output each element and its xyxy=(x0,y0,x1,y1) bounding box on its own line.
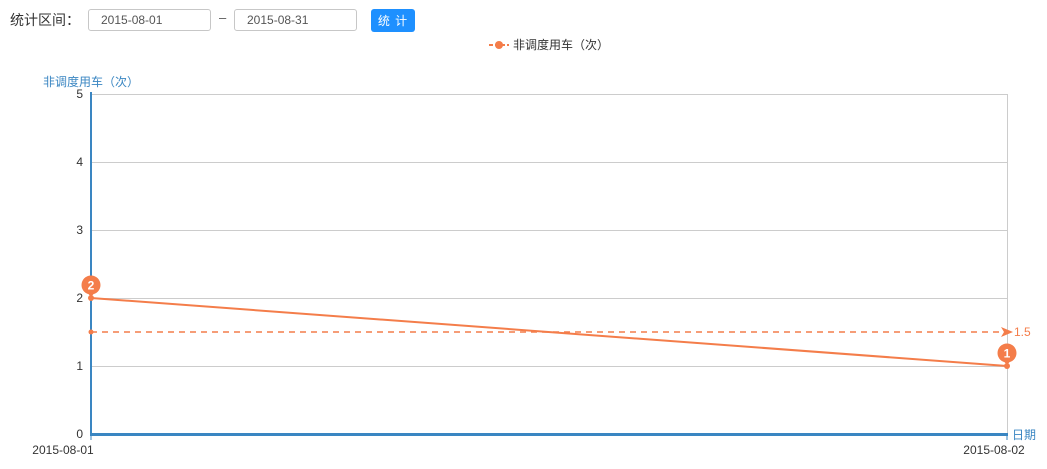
min-value-pin: 1 xyxy=(997,343,1017,365)
x-tick-label: 2015-08-01 xyxy=(32,443,94,457)
range-label: 统计区间： xyxy=(10,12,80,28)
data-point[interactable] xyxy=(1004,363,1010,369)
series-line xyxy=(90,297,1008,367)
average-line-start xyxy=(88,329,94,335)
grid-lines xyxy=(91,94,1008,435)
filter-toolbar: 统计区间： – 统 计 xyxy=(0,0,1047,40)
date-separator: – xyxy=(219,10,227,25)
y-tick-label: 4 xyxy=(76,155,83,169)
value-pins: 21 xyxy=(81,275,1017,365)
y-tick-label: 3 xyxy=(76,223,83,237)
min-value-pin-bubble xyxy=(997,343,1017,363)
start-date-input[interactable] xyxy=(88,9,211,31)
data-point[interactable] xyxy=(88,295,94,301)
min-value-pin-label: 1 xyxy=(1004,347,1011,361)
max-value-pin-bubble xyxy=(81,275,101,295)
average-line-arrow xyxy=(1001,327,1013,337)
end-date-input[interactable] xyxy=(234,9,357,31)
y-axis-title: 非调度用车（次） xyxy=(43,74,139,89)
series-layer xyxy=(88,295,1010,369)
y-tick-label: 1 xyxy=(76,359,83,373)
chart-legend[interactable]: 非调度用车（次） xyxy=(489,37,609,52)
y-tick-label: 2 xyxy=(76,291,83,305)
statistics-button[interactable]: 统 计 xyxy=(371,9,415,32)
max-value-pin: 2 xyxy=(81,275,101,297)
average-value-label: 1.5 xyxy=(1014,325,1031,339)
max-value-pin-label: 2 xyxy=(88,279,95,293)
legend-label: 非调度用车（次） xyxy=(513,37,609,52)
y-tick-label: 5 xyxy=(76,87,83,101)
legend-dot-icon xyxy=(495,41,503,49)
x-tick-label: 2015-08-02 xyxy=(963,443,1025,457)
y-tick-label: 0 xyxy=(76,427,83,441)
x-axis-title: 日期 xyxy=(1012,428,1036,442)
